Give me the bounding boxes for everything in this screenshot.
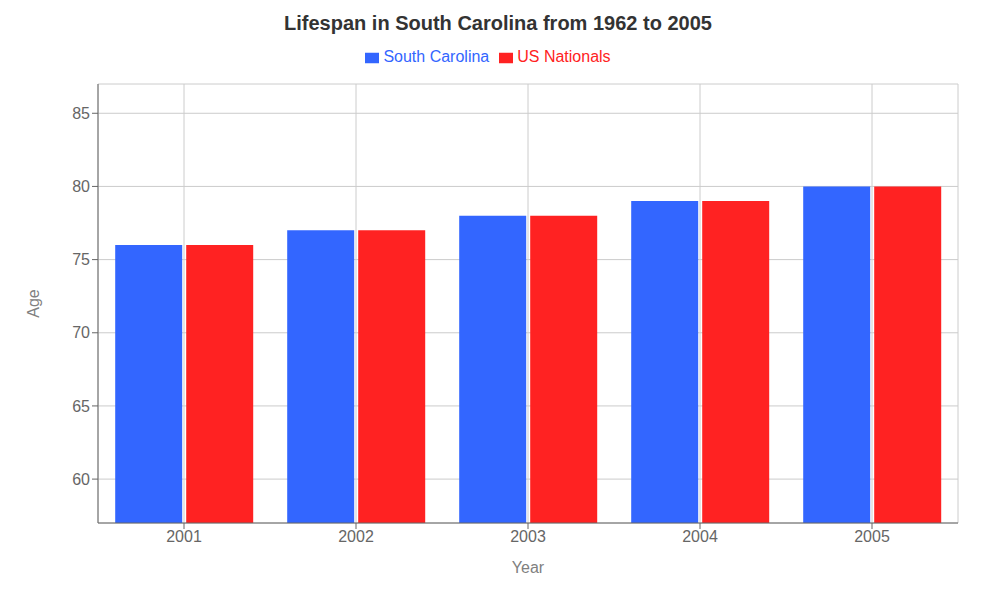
html-text:Lifespan in South Carolina fro: Lifespan in South Carolina from 1962 to … — [284, 12, 712, 34]
svg-text:2005: 2005 — [854, 528, 890, 545]
svg-text:85: 85 — [72, 105, 90, 122]
svg-text:60: 60 — [72, 471, 90, 488]
svg-text:2002: 2002 — [338, 528, 374, 545]
svg-text:70: 70 — [72, 324, 90, 341]
html-text:US Nationals: US Nationals — [517, 48, 611, 65]
html-text:South Carolina: South Carolina — [383, 48, 490, 65]
svg-text:2004: 2004 — [682, 528, 718, 545]
svg-text:2001: 2001 — [166, 528, 202, 545]
svg-text:75: 75 — [72, 251, 90, 268]
svg-text:80: 80 — [72, 178, 90, 195]
svg-text:2003: 2003 — [510, 528, 546, 545]
svg-text:65: 65 — [72, 398, 90, 415]
svg-text:Year: Year — [512, 559, 545, 576]
svg-text:Age: Age — [25, 289, 42, 318]
